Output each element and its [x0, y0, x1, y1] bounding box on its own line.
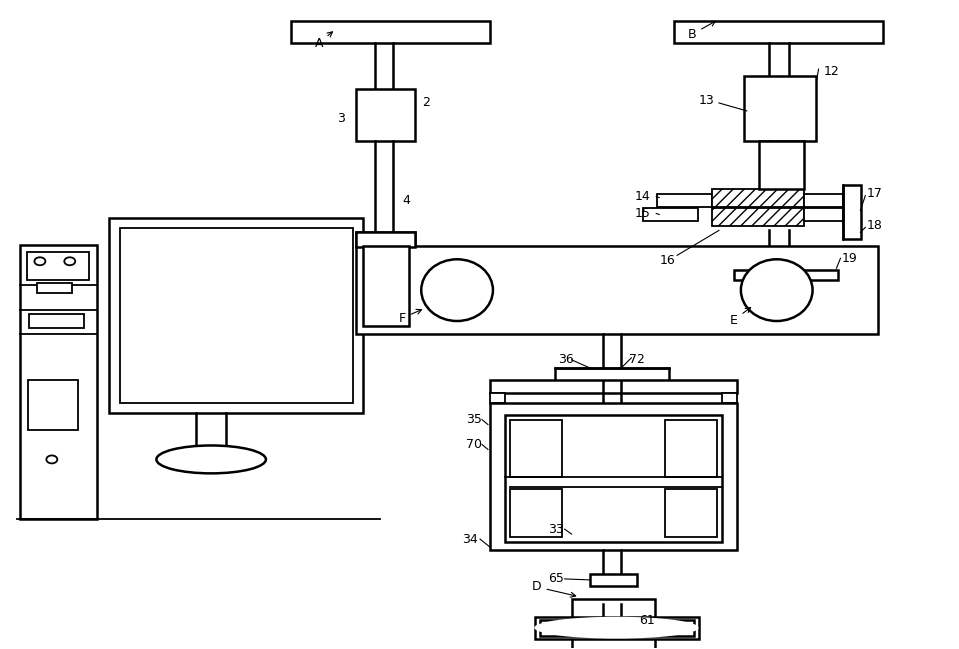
Bar: [490, 402, 737, 550]
Bar: [712, 208, 804, 227]
Bar: [510, 489, 562, 537]
Text: 4: 4: [403, 194, 410, 207]
Bar: [674, 21, 883, 43]
Text: 12: 12: [824, 65, 839, 78]
Text: 70: 70: [466, 438, 482, 451]
Text: 2: 2: [422, 97, 431, 110]
Ellipse shape: [741, 260, 812, 321]
Bar: [27, 252, 88, 280]
Bar: [643, 208, 698, 221]
Bar: [734, 270, 838, 280]
Ellipse shape: [156, 445, 266, 473]
Bar: [572, 599, 655, 649]
Text: 18: 18: [866, 219, 882, 232]
Bar: [804, 193, 843, 206]
Text: 13: 13: [699, 95, 714, 108]
Bar: [28, 380, 78, 430]
Bar: [535, 617, 699, 639]
Text: 65: 65: [548, 572, 564, 585]
Bar: [734, 270, 838, 288]
Bar: [722, 393, 737, 402]
Text: B: B: [688, 21, 715, 41]
Text: 36: 36: [558, 353, 573, 366]
Text: 17: 17: [866, 187, 882, 200]
Text: 15: 15: [634, 207, 650, 220]
Text: 34: 34: [462, 533, 478, 546]
Bar: [759, 141, 804, 189]
Ellipse shape: [46, 456, 58, 463]
Bar: [356, 247, 878, 334]
Bar: [356, 89, 415, 141]
Bar: [291, 21, 490, 43]
Text: 14: 14: [634, 190, 650, 203]
Bar: [510, 420, 562, 478]
Bar: [363, 247, 409, 326]
Bar: [356, 232, 415, 247]
Bar: [843, 184, 861, 239]
Bar: [29, 314, 83, 328]
Bar: [356, 232, 415, 247]
Bar: [36, 283, 72, 293]
Bar: [540, 620, 694, 635]
Bar: [20, 245, 97, 519]
Bar: [120, 228, 353, 402]
Bar: [554, 368, 669, 381]
Bar: [490, 393, 504, 402]
Text: 61: 61: [640, 614, 655, 627]
Ellipse shape: [534, 617, 698, 639]
Text: 19: 19: [841, 252, 857, 265]
Bar: [747, 258, 829, 280]
Ellipse shape: [421, 260, 493, 321]
Bar: [804, 208, 843, 221]
Text: 16: 16: [659, 254, 675, 267]
Text: 72: 72: [629, 353, 645, 366]
Text: 3: 3: [337, 112, 344, 125]
Text: 33: 33: [548, 522, 564, 535]
Bar: [666, 489, 717, 537]
Ellipse shape: [64, 257, 75, 265]
Bar: [108, 219, 363, 413]
Text: A: A: [315, 32, 333, 50]
Text: D: D: [532, 580, 575, 597]
Text: E: E: [730, 308, 751, 326]
Bar: [657, 193, 712, 206]
Bar: [712, 189, 804, 206]
Bar: [744, 76, 815, 141]
Bar: [490, 380, 737, 393]
Text: F: F: [399, 310, 422, 324]
Ellipse shape: [35, 257, 45, 265]
Bar: [666, 420, 717, 478]
Text: 35: 35: [466, 413, 482, 426]
Bar: [590, 574, 638, 586]
Bar: [504, 415, 722, 542]
